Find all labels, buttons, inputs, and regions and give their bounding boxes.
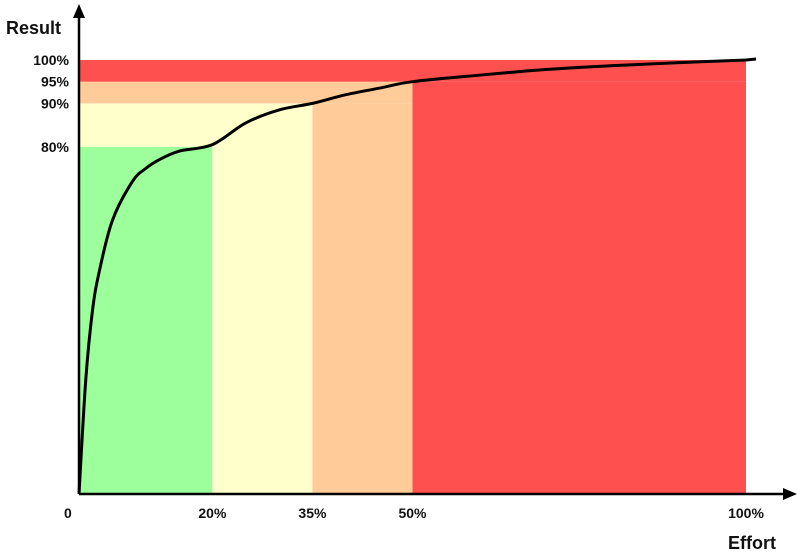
region-4: [312, 103, 413, 495]
region-0: [79, 146, 213, 495]
y-tick-label-3: 100%: [33, 52, 69, 68]
x-tick-labels: 0 20% 35% 50% 100%: [64, 505, 764, 521]
result-curve: [77, 57, 757, 495]
axes: [73, 4, 797, 500]
region-5: [79, 60, 746, 82]
region-6: [412, 81, 746, 494]
x-axis-arrow: [783, 488, 797, 500]
y-tick-labels: 80% 90% 95% 100%: [33, 52, 69, 155]
y-axis-title: Result: [6, 18, 61, 38]
x-tick-label-0: 0: [64, 505, 72, 521]
y-tick-label-2: 95%: [41, 74, 70, 90]
y-tick-label-0: 80%: [41, 139, 70, 155]
y-tick-label-1: 90%: [41, 95, 70, 111]
x-tick-label-1: 20%: [198, 505, 227, 521]
effort-regions: [79, 60, 746, 495]
x-tick-label-4: 100%: [728, 505, 764, 521]
x-axis-title: Effort: [728, 533, 776, 553]
x-tick-label-2: 35%: [298, 505, 327, 521]
x-tick-label-3: 50%: [398, 505, 427, 521]
region-2: [212, 146, 313, 495]
y-axis-arrow: [73, 4, 85, 18]
